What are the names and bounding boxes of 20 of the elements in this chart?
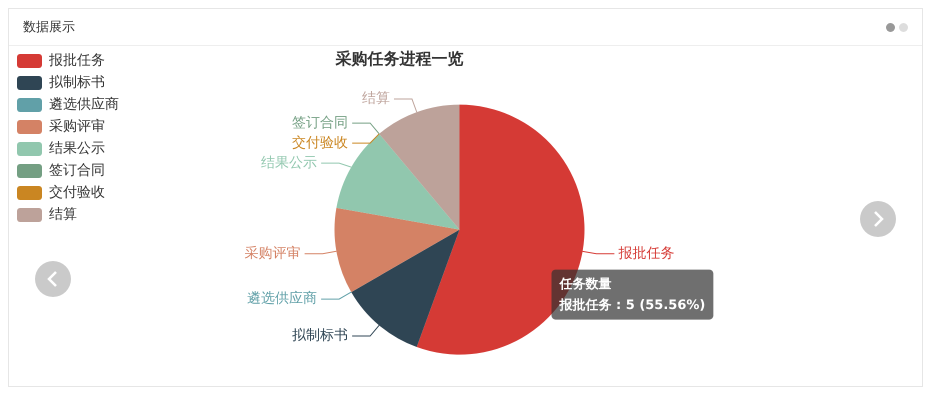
slice-label: 采购评审	[244, 245, 301, 262]
legend-label: 结算	[49, 206, 77, 223]
slice-label: 结算	[362, 90, 390, 107]
legend-label: 报批任务	[48, 52, 105, 69]
category-label: 签订合同	[292, 114, 348, 131]
category-label: 交付验收	[292, 134, 348, 151]
legend-label: 签订合同	[49, 162, 105, 179]
text: 数据展示	[23, 19, 75, 36]
text: 任务数量	[558, 276, 612, 292]
legend-label: 采购评审	[49, 118, 105, 135]
slice-label: 拟制标书	[292, 328, 348, 344]
slice-label: 报批任务	[617, 245, 674, 262]
chart-title: 采购任务进程一览	[334, 48, 464, 68]
legend-label: 拟制标书	[49, 74, 105, 91]
category-label: 遴选供应商	[247, 290, 318, 307]
slice-label: 结果公示	[261, 154, 318, 171]
legend-label: 交付验收	[49, 184, 105, 201]
text: 报批任务 : 5 (55.56%)	[558, 298, 706, 313]
legend-label: 遴选供应商	[49, 96, 119, 113]
legend-label: 结果公示	[49, 140, 105, 157]
